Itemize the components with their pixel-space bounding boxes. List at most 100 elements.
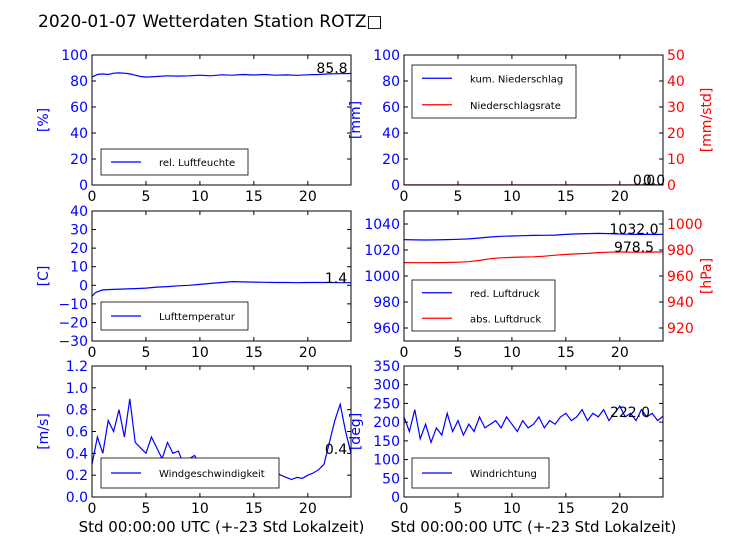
x-tick-label: 15 [557,345,575,361]
y-tick-label-right: 960 [667,269,694,285]
value-annotation: 222.0 [610,405,650,421]
legend-label: Lufttemperatur [159,312,236,323]
legend-label: rel. Luftfeuchte [159,158,235,169]
value-annotation: 1.4 [325,271,347,287]
x-tick-label: 10 [503,189,521,205]
value-annotation: 0.0 [633,173,655,189]
y-tick-label: 1.0 [66,381,88,397]
y-axis-label-right: [mm/std] [699,88,715,153]
x-tick-label: 5 [141,345,150,361]
y-tick-label: 40 [382,126,400,142]
y-tick-label-right: 920 [667,321,694,337]
y-axis-label: [mm] [348,101,364,139]
y-tick-label: 250 [373,396,400,412]
y-tick-label-right: 10 [667,152,685,168]
y-tick-label: 980 [373,295,400,311]
panel-temperature: 0 5 10 15 20 −30 −20 −10 0 10 20 30 40 [C] Lufttempera… [36,204,352,361]
y-tick-label: 0 [79,178,88,194]
legend-label: Windrichtung [470,469,537,480]
x-tick-label: 15 [557,501,575,517]
legend-box [411,279,556,332]
legend-label: red. Luftdruck [470,289,540,300]
y-tick-label-right: 40 [667,74,685,90]
value-annotation: 1032.0 [610,222,659,238]
panel-windspeed: 0 5 10 15 20 0.0 0.2 0.4 0.6 0.8 1.0 1.2 [m/s] Std 00… [36,359,364,536]
legend-box [411,457,550,489]
x-tick-label: 10 [191,189,209,205]
series-line-winddir-0 [404,404,663,445]
y-tick-label: 1020 [364,243,400,259]
y-tick-label: 80 [382,74,400,90]
x-tick-label: 5 [453,345,462,361]
x-tick-label: 20 [299,501,317,517]
y-axis-label: [deg] [348,413,364,450]
x-tick-label: 15 [557,189,575,205]
y-tick-label: 0.8 [66,403,88,419]
y-tick-label: 0.4 [66,446,88,462]
y-tick-label-right: 940 [667,295,694,311]
series-line-temperature-0 [92,280,351,297]
plot-frame [403,365,664,498]
legend-label: Windgeschwindigkeit [159,469,265,480]
x-tick-label: 5 [141,189,150,205]
panel-precip: 0 5 10 15 20 0 20 40 60 80 100 0 10 20 30 40 50 [mm] [mm/s… [348,48,715,205]
y-tick-label: 1.2 [66,359,88,375]
x-tick-label: 5 [141,501,150,517]
figure-title: 2020-01-07 Wetterdaten Station ROTZ□ [38,12,383,32]
x-tick-label: 0 [400,345,409,361]
y-tick-label-right: 1000 [667,217,703,233]
y-tick-label: 10 [70,260,88,276]
y-tick-label: 0.2 [66,468,88,484]
x-tick-label: 0 [400,501,409,517]
plot-frame [403,54,664,186]
x-tick-label: 20 [611,345,629,361]
y-tick-label: 300 [373,378,400,394]
y-tick-label: −10 [58,297,88,313]
y-tick-label: 40 [70,126,88,142]
y-tick-label: 100 [61,48,88,64]
y-tick-label: 0 [391,178,400,194]
y-tick-label-right: 30 [667,100,685,116]
y-tick-label: 20 [70,152,88,168]
y-tick-label: 20 [382,152,400,168]
plot-frame [91,210,352,342]
y-tick-label: 200 [373,415,400,431]
panel-pressure: 0 5 10 15 20 960 980 1000 1020 1040 920 940 960 980 10… [364,210,715,361]
y-tick-label: −30 [58,334,88,350]
y-tick-label: 0 [79,278,88,294]
y-axis-label-right: [hPa] [699,258,715,294]
y-tick-label: 60 [70,100,88,116]
x-tick-label: 15 [245,501,263,517]
value-annotation: 0.4 [325,442,347,458]
series-line-pressure-0 [404,232,663,241]
x-tick-label: 0 [400,189,409,205]
series-line-humidity-0 [92,72,351,78]
y-tick-label: 150 [373,434,400,450]
y-tick-label: 20 [70,241,88,257]
legend-label: abs. Luftdruck [470,314,541,325]
x-axis-label: Std 00:00:00 UTC (+-23 Std Lokalzeit) [391,518,677,536]
series-line-pressure-1 [404,251,663,264]
y-tick-label-right: 20 [667,126,685,142]
legend-label: Niederschlagsrate [470,101,561,112]
value-annotation: 978.5 [614,240,654,256]
y-tick-label: −20 [58,315,88,331]
x-tick-label: 10 [503,345,521,361]
x-tick-label: 10 [503,501,521,517]
x-axis-label: Std 00:00:00 UTC (+-23 Std Lokalzeit) [79,518,365,536]
y-axis-label: [%] [36,108,52,132]
legend-label: kum. Niederschlag [470,74,563,85]
x-tick-label: 10 [191,345,209,361]
y-tick-label: 100 [373,48,400,64]
legend-box [411,64,577,119]
x-tick-label: 20 [611,189,629,205]
value-annotation: 85.8 [316,61,347,77]
plot-frame [91,54,352,186]
x-tick-label: 0 [88,501,97,517]
y-tick-label-right: 0 [667,178,676,194]
x-tick-label: 0 [88,345,97,361]
y-tick-label: 100 [373,453,400,469]
x-tick-label: 5 [453,501,462,517]
